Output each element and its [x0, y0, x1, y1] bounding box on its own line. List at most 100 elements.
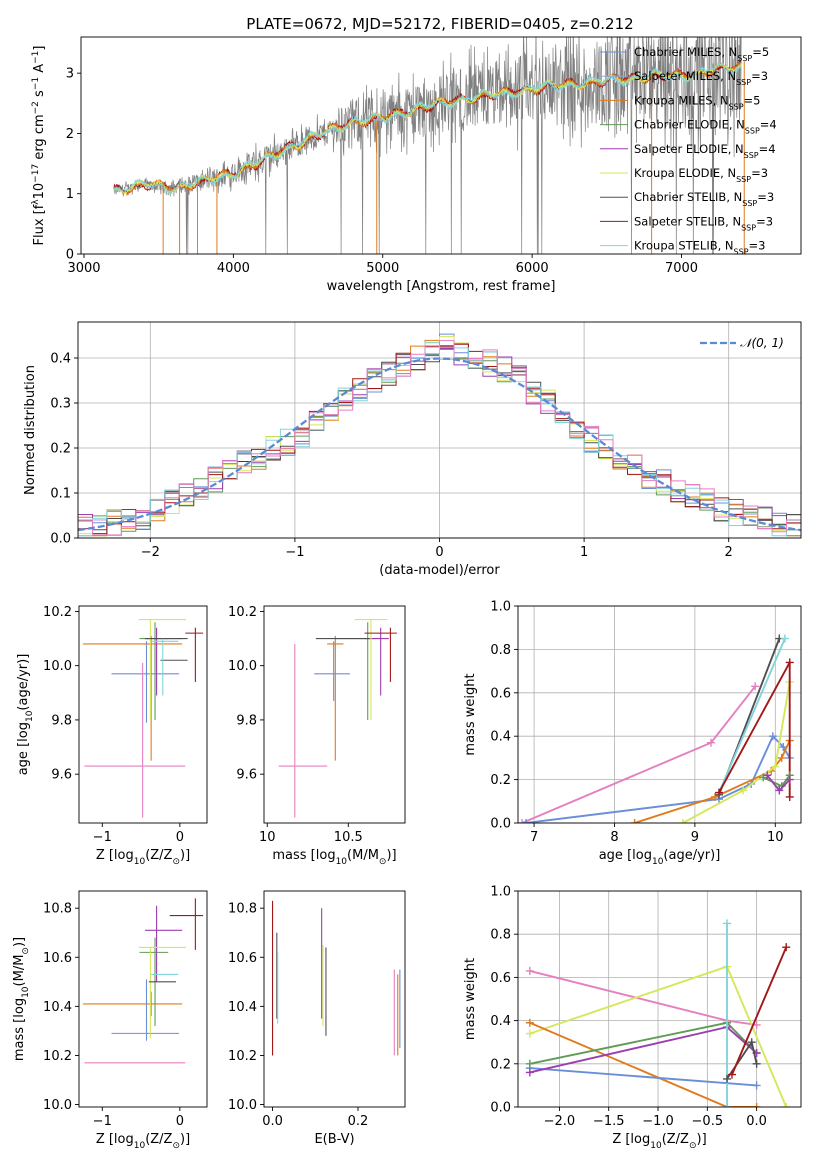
x-axis-label: E(B-V) — [314, 1132, 354, 1147]
histogram-8 — [78, 340, 801, 536]
x-tick-label: −1 — [93, 830, 112, 845]
legend-entry: Salpeter STELIB, NSSP=3 — [634, 214, 773, 232]
plot-area-age-vs-Z — [82, 619, 204, 818]
x-axis-label: mass [log10(M/M⊙)] — [272, 848, 396, 867]
x-tick-label: −1 — [285, 545, 304, 560]
y-tick-label: 0.8 — [490, 928, 511, 943]
axes-mass-weight-vs-Z: −2.0 −1.5 −1.0 −0.5 0.0 0.0 0.2 0.4 0.6 0.8 1.0 Z [… — [463, 885, 802, 1151]
y-tick-label: 10.0 — [43, 659, 72, 674]
weight-line — [529, 1067, 757, 1087]
weight-marker — [768, 732, 777, 741]
y-axis-label: age [log10(age/yr)] — [16, 654, 35, 776]
x-tick-label: 3000 — [67, 261, 100, 276]
weight-marker — [780, 634, 789, 643]
y-tick-label: 10.0 — [228, 1098, 257, 1113]
weight-marker — [727, 1070, 736, 1079]
y-axis-label: Normed distribution — [23, 365, 38, 495]
y-tick-label: 0.4 — [50, 352, 71, 367]
y-tick-label: 1.0 — [490, 600, 511, 615]
y-tick-label: 10.0 — [43, 1098, 72, 1113]
y-tick-label: 1.0 — [490, 885, 511, 900]
y-tick-label: 10.4 — [228, 1000, 257, 1015]
x-tick-label: −2.0 — [544, 1114, 576, 1129]
legend-entry: 𝒩(0, 1) — [740, 336, 784, 350]
x-tick-label: 0.0 — [746, 1114, 767, 1129]
legend-entry: Salpeter MILES, NSSP=3 — [634, 69, 768, 87]
y-axis-label: mass weight — [463, 673, 478, 755]
y-tick-label: 0.4 — [490, 730, 511, 745]
weight-marker — [522, 819, 531, 823]
weight-marker — [678, 819, 687, 823]
y-tick-label: 0.2 — [490, 773, 511, 788]
weight-marker — [782, 1103, 791, 1107]
axes-frame — [80, 36, 802, 255]
weight-marker — [751, 682, 760, 691]
legend-entry: Salpeter ELODIE, NSSP=4 — [634, 142, 776, 160]
y-tick-label: 9.8 — [51, 713, 72, 728]
y-tick-label: 0.0 — [490, 817, 511, 832]
y-tick-label: 0.1 — [50, 487, 71, 502]
y-tick-label: 10.4 — [43, 1000, 72, 1015]
x-axis-label: Z [log10(Z/Z⊙)] — [96, 1132, 190, 1151]
weight-marker — [771, 762, 780, 771]
x-tick-label: 0 — [435, 545, 443, 560]
x-tick-label: 6000 — [516, 261, 549, 276]
y-tick-label: 9.6 — [236, 768, 257, 783]
model-line-kroupa-stelib — [113, 63, 742, 196]
y-tick-label: 10.0 — [228, 659, 257, 674]
y-tick-label: 0.8 — [490, 643, 511, 658]
x-tick-label: 10 — [767, 830, 784, 845]
axes-mass-weight-vs-age: 7 8 9 10 0.0 0.2 0.4 0.6 0.8 1.0 age [log10(age/yr… — [463, 600, 802, 867]
y-tick-label: 10.2 — [228, 605, 257, 620]
x-tick-label: −2 — [141, 545, 160, 560]
weight-marker — [723, 1074, 732, 1083]
axes-frame — [517, 890, 802, 1108]
figure-title: PLATE=0672, MJD=52172, FIBERID=0405, z=0… — [246, 15, 633, 33]
x-tick-label: 8 — [610, 830, 618, 845]
axes-age-vs-mass: 10 10.5 9.6 9.8 10.0 10.2 mass [log10(M/M⊙)] — [228, 605, 406, 867]
x-axis-label: (data-model)/error — [379, 563, 500, 578]
legend-entry: Kroupa STELIB, NSSP=3 — [634, 239, 765, 257]
plot-area-mass-vs-Z — [82, 898, 204, 1064]
weight-marker — [714, 788, 723, 797]
legend-entry: Chabrier ELODIE, NSSP=4 — [634, 118, 777, 136]
x-tick-label: 7 — [530, 830, 538, 845]
weight-marker — [518, 819, 527, 823]
y-tick-label: 0.3 — [50, 397, 71, 412]
y-tick-label: 0.6 — [490, 971, 511, 986]
histogram-4 — [78, 336, 801, 535]
y-tick-label: 0.2 — [50, 442, 71, 457]
y-axis-label: mass weight — [463, 958, 478, 1040]
weight-marker — [630, 819, 639, 823]
y-tick-label: 10.2 — [43, 1049, 72, 1064]
axes-frame — [78, 890, 208, 1108]
x-tick-label: 0 — [176, 1114, 184, 1129]
y-tick-label: 0.6 — [490, 686, 511, 701]
plot-area-spectrum — [113, 37, 745, 254]
axes-mass-vs-EBV: 0.0 0.2 10.0 10.2 10.4 10.6 10.8 E(B-V) — [228, 890, 406, 1147]
y-tick-label: 0.2 — [490, 1057, 511, 1072]
weight-marker — [782, 943, 791, 952]
plot-area-age-vs-mass — [278, 619, 397, 818]
histogram-7 — [78, 342, 801, 537]
y-tick-label: 10.2 — [228, 1049, 257, 1064]
normal-curve — [78, 357, 801, 532]
weight-marker — [775, 786, 784, 795]
weight-marker — [525, 1068, 534, 1077]
weight-marker — [710, 792, 719, 801]
x-tick-label: 0.2 — [348, 1114, 369, 1129]
x-axis-label: wavelength [Angstrom, rest frame] — [327, 279, 556, 294]
weight-marker — [785, 775, 794, 784]
legend-entry: Kroupa MILES, NSSP=5 — [634, 93, 760, 111]
y-axis-label: Flux [fλ10−17 erg cm−2 s−1 A−1] — [31, 46, 47, 246]
y-tick-label: 3 — [66, 67, 74, 82]
weight-marker — [739, 786, 748, 795]
plot-area-mass-vs-EBV — [271, 900, 401, 1056]
weight-line — [682, 681, 791, 823]
weight-marker — [752, 1081, 761, 1090]
axes-frame — [78, 605, 208, 824]
weight-marker — [763, 771, 772, 780]
weight-marker — [785, 792, 794, 801]
